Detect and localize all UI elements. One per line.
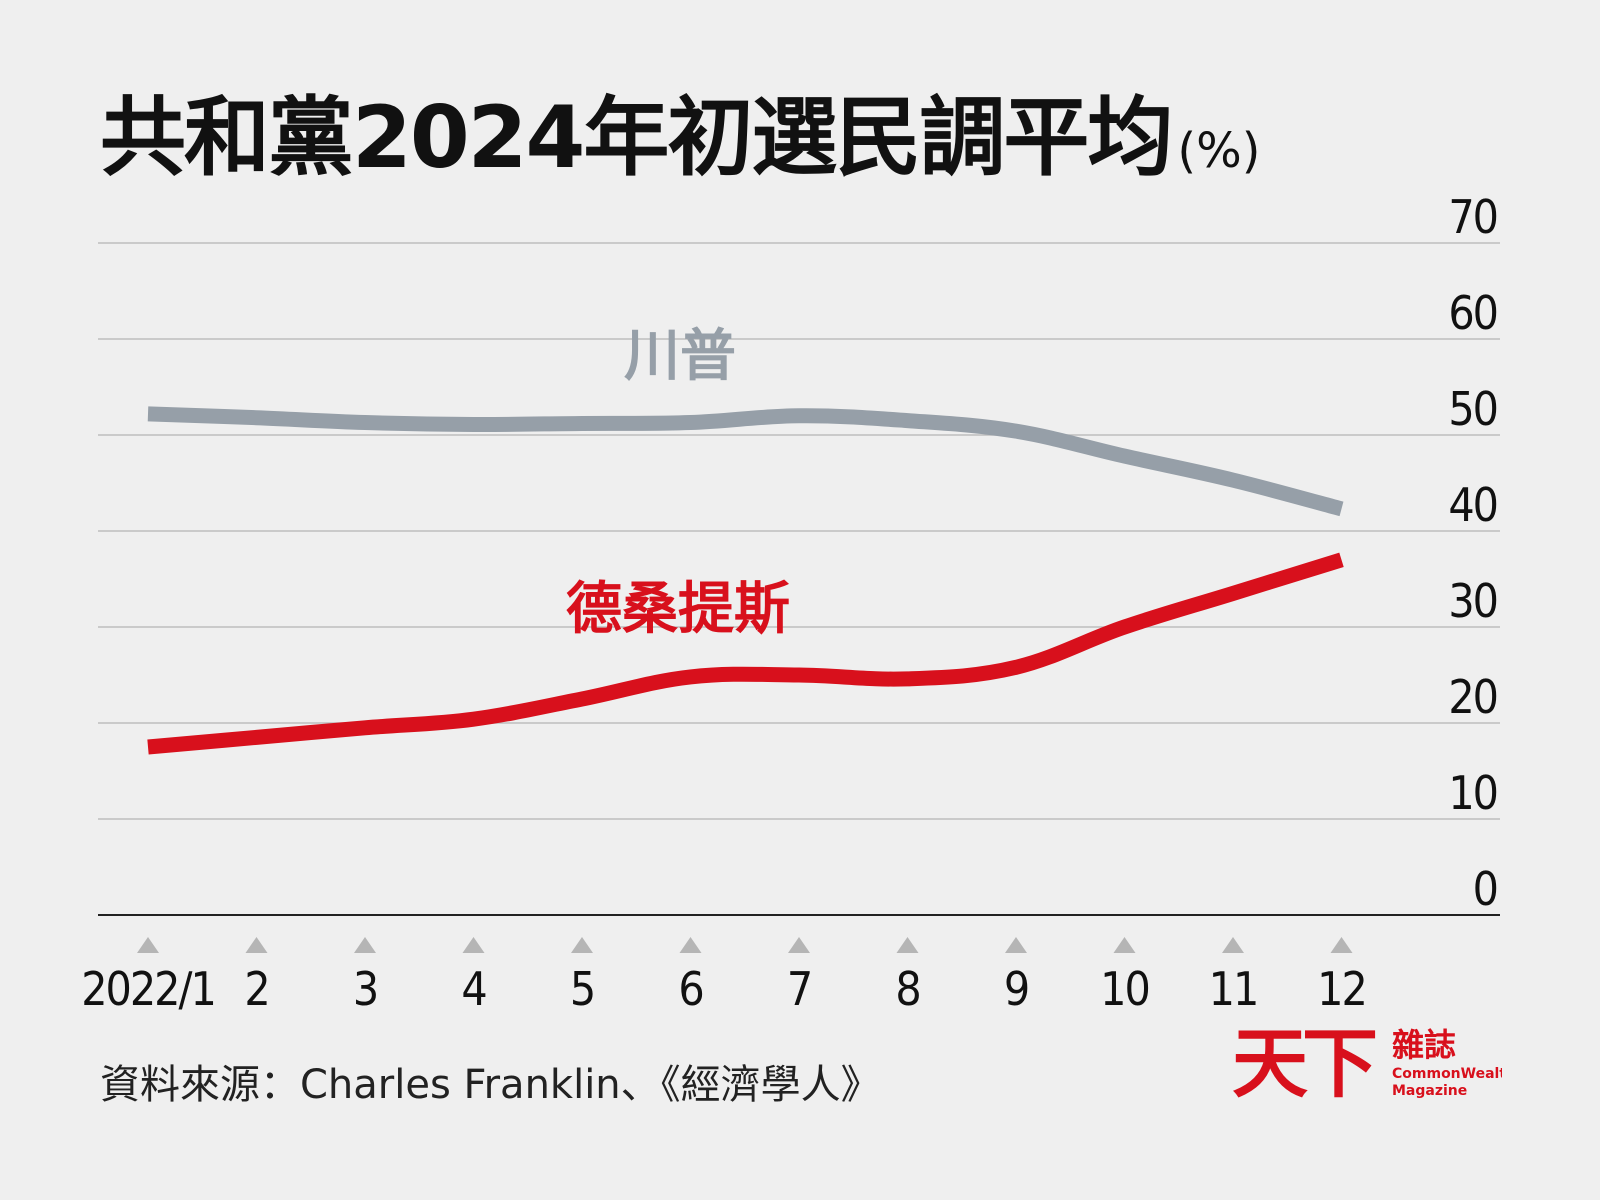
x-tick-marker	[1113, 937, 1136, 953]
grid-lines	[98, 242, 1500, 916]
chart-title-unit: (%)	[1177, 123, 1261, 179]
x-tick-marker	[137, 937, 159, 953]
x-tick-marker	[788, 937, 810, 953]
x-tick-marker	[1005, 937, 1027, 953]
y-tick-label: 30	[1448, 574, 1497, 628]
x-tick-label: 12	[1317, 962, 1366, 1016]
logo-mark: 天下	[1232, 1020, 1376, 1100]
chart-title-text: 共和黨2024年初選民調平均	[100, 88, 1173, 188]
y-tick-label: 70	[1448, 190, 1497, 244]
trump-line	[147, 406, 1344, 517]
desantis-label: 德桑提斯	[566, 577, 790, 642]
logo-name-en2: Magazine	[1392, 1083, 1467, 1099]
logo-name-zh: 雜誌	[1392, 1026, 1456, 1064]
x-tick-label: 8	[895, 962, 919, 1016]
y-tick-label: 20	[1448, 670, 1497, 724]
y-tick-label: 40	[1448, 478, 1497, 532]
x-tick-label: 10	[1100, 962, 1149, 1016]
x-tick-marker	[1222, 937, 1244, 953]
source-note: 資料來源：Charles Franklin、《經濟學人》	[100, 1062, 881, 1108]
x-tick-label: 4	[461, 962, 486, 1016]
desantis-line	[147, 552, 1344, 755]
x-tick-label: 11	[1209, 962, 1258, 1016]
y-tick-label: 0	[1473, 862, 1497, 916]
x-tick-label: 5	[570, 962, 594, 1016]
y-tick-label: 60	[1448, 286, 1497, 340]
x-tick-label: 7	[787, 962, 811, 1016]
trump-label: 川普	[624, 324, 736, 389]
chart-title: 共和黨2024年初選民調平均 (%)	[100, 95, 1260, 181]
y-tick-label: 50	[1448, 382, 1497, 436]
commonwealth-logo: 天下 雜誌 CommonWealth Magazine	[1232, 1020, 1502, 1100]
x-tick-marker	[462, 937, 485, 953]
y-axis-ticks: 0 10 20 30 40 50 60 70	[1448, 190, 1499, 916]
x-tick-label: 3	[353, 962, 377, 1016]
x-tick-label: 9	[1004, 962, 1028, 1016]
x-tick-marker	[679, 937, 702, 953]
x-tick-marker	[245, 937, 268, 953]
y-tick-label: 10	[1448, 766, 1497, 820]
x-tick-label: 2	[244, 962, 268, 1016]
x-tick-marker	[1330, 937, 1353, 953]
x-tick-marker	[896, 937, 919, 953]
x-axis: 2022/1 2 3 4 5 6 7 8 9 10 11 12	[81, 937, 1368, 1016]
x-tick-marker	[571, 937, 593, 953]
series-lines	[147, 406, 1344, 755]
logo-name-en1: CommonWealth	[1392, 1066, 1502, 1082]
x-tick-marker	[354, 937, 376, 953]
x-tick-label: 6	[678, 962, 702, 1016]
x-tick-label: 2022/1	[81, 962, 215, 1016]
